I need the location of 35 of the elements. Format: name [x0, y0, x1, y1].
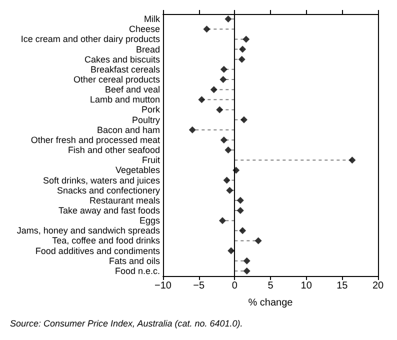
x-tick-label: 5: [268, 280, 274, 292]
y-tick-label: Restaurant meals: [89, 195, 160, 206]
y-tick-label: Cheese: [128, 24, 160, 34]
y-tick-label: Jams, honey and sandwich spreads: [16, 226, 160, 236]
y-tick-label: Bread: [136, 44, 160, 54]
x-tick-label: 20: [372, 280, 384, 292]
y-tick-label: Eggs: [139, 216, 160, 226]
y-tick-label: Lamb and mutton: [90, 94, 160, 105]
y-tick-label: Breakfast cereals: [90, 64, 160, 74]
x-tick-label: 0: [232, 280, 238, 292]
y-tick-label: Pork: [141, 104, 160, 115]
y-tick-label: Vegetables: [115, 165, 160, 176]
x-tick-label: −5: [193, 280, 205, 292]
y-tick-label: Other fresh and processed meat: [30, 134, 160, 145]
y-tick-label: Food n.e.c.: [114, 266, 160, 276]
y-tick-label: Milk: [144, 14, 160, 24]
source-note: Source: Consumer Price Index, Australia (cat. no. 6401.0).: [10, 318, 243, 328]
y-tick-label: Other cereal products: [73, 74, 160, 84]
x-axis-title: % change: [248, 298, 294, 308]
y-tick-label: Bacon and ham: [96, 124, 160, 135]
y-tick-label: Fish and other seafood: [68, 145, 160, 156]
y-tick-label: Beef and veal: [104, 84, 160, 95]
y-tick-label: Snacks and confectionery: [56, 185, 160, 196]
y-tick-label: Food additives and condiments: [35, 246, 160, 256]
y-tick-label: Fats and oils: [108, 256, 160, 266]
y-tick-label: Cakes and biscuits: [84, 54, 160, 64]
x-tick-label: 10: [300, 280, 312, 292]
y-tick-label: Take away and fast foods: [58, 206, 160, 216]
y-tick-label: Ice cream and other dairy products: [20, 34, 160, 44]
y-tick-label: Soft drinks, waters and juices: [42, 175, 160, 186]
y-tick-label: Tea, coffee and food drinks: [52, 236, 160, 246]
y-tick-label: Fruit: [142, 155, 160, 166]
x-tick-label: −10: [154, 280, 172, 292]
y-tick-label: Poultry: [132, 114, 160, 125]
x-tick-label: 15: [336, 280, 348, 292]
